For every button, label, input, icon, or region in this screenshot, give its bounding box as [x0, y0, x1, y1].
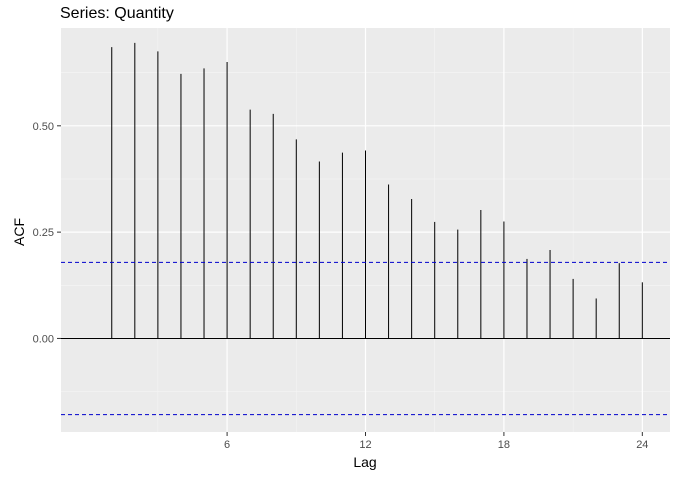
x-tick-label: 24	[636, 439, 648, 451]
acf-bars	[111, 42, 643, 339]
chart-title: Series: Quantity	[60, 5, 174, 22]
x-tick-label: 12	[359, 439, 371, 451]
x-axis-ticks: 6 12 18 24	[224, 432, 648, 451]
x-tick-label: 6	[224, 439, 230, 451]
x-tick-label: 18	[498, 439, 510, 451]
y-tick-label: 0.00	[33, 333, 54, 345]
y-tick-label: 0.50	[33, 121, 54, 133]
y-tick-label: 0.25	[33, 227, 54, 239]
y-axis-ticks: 0.00 0.25 0.50	[33, 121, 61, 345]
x-axis-title: Lag	[353, 454, 376, 470]
y-axis-title: ACF	[11, 218, 27, 246]
confidence-bounds	[61, 261, 670, 416]
